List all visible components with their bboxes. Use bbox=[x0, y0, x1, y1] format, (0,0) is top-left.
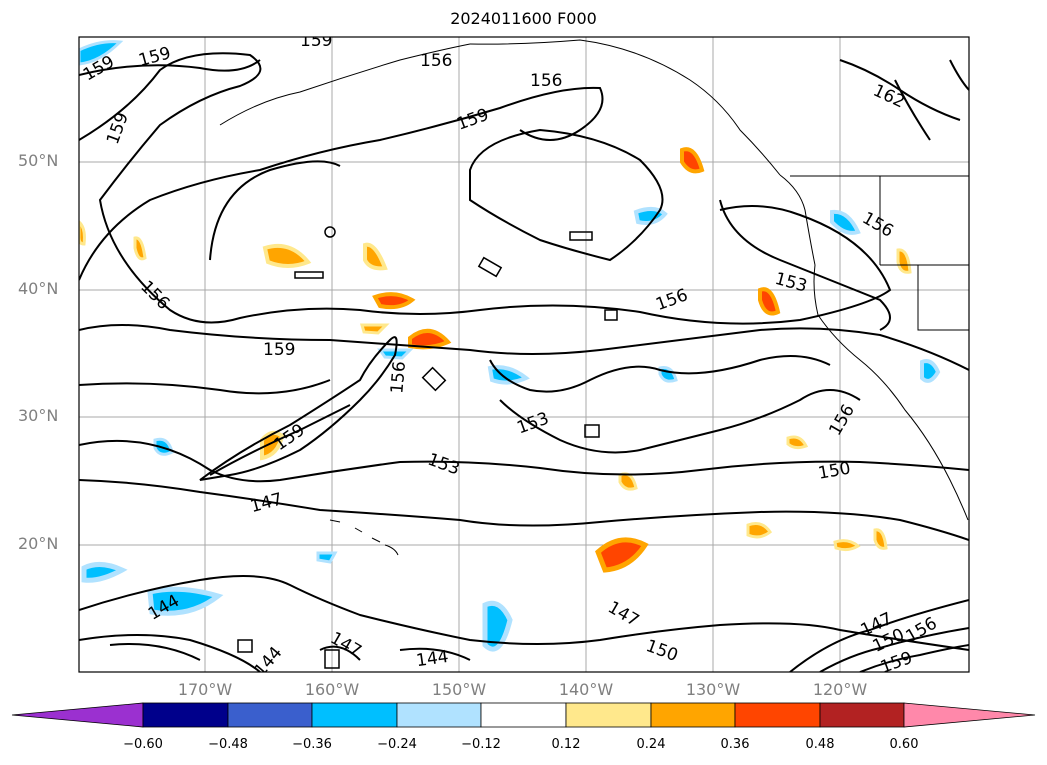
colorbar-tick: −0.60 bbox=[123, 737, 163, 752]
colorbar-tick: −0.48 bbox=[208, 737, 248, 752]
lat-label: 50°N bbox=[18, 151, 59, 170]
negative-blob bbox=[81, 562, 128, 583]
contour-label: 144 bbox=[415, 647, 450, 671]
colorbar-extend-low bbox=[11, 702, 144, 728]
colorbar-cell bbox=[650, 702, 736, 728]
positive-blob bbox=[873, 528, 888, 550]
lat-label: 40°N bbox=[18, 279, 59, 298]
colorbar-tick: 0.60 bbox=[889, 737, 919, 752]
negative-blob bbox=[316, 551, 338, 564]
colorbar bbox=[11, 702, 1036, 728]
colorbar-tick: 0.24 bbox=[636, 737, 666, 752]
contour-label: 156 bbox=[387, 360, 410, 394]
colorbar-cell bbox=[480, 702, 567, 728]
negative-blob bbox=[147, 586, 224, 616]
lat-label: 30°N bbox=[18, 406, 59, 425]
contour-label: 156 bbox=[530, 71, 562, 91]
positive-blob bbox=[262, 243, 312, 268]
plot-frame bbox=[78, 36, 970, 673]
positive-blob bbox=[595, 537, 649, 573]
colorbar-tick: 0.12 bbox=[551, 737, 581, 752]
positive-blob bbox=[680, 147, 705, 174]
lon-label: 170°W bbox=[177, 680, 233, 699]
negative-blob bbox=[79, 40, 124, 66]
positive-blob bbox=[896, 248, 912, 274]
colorbar-cell bbox=[227, 702, 313, 728]
alaska-coast bbox=[469, 39, 781, 176]
positive-blob bbox=[260, 430, 285, 461]
colorbar-extend-high bbox=[903, 702, 1036, 728]
contour-labels: 159 159 159 156 156 159 162 159 156 156 … bbox=[80, 31, 941, 672]
positive-blob bbox=[372, 292, 416, 310]
hawaii bbox=[329, 519, 399, 556]
colorbar-cell bbox=[819, 702, 905, 728]
colorbar-tick: 0.36 bbox=[720, 737, 750, 752]
lon-label: 160°W bbox=[304, 680, 360, 699]
coastlines bbox=[219, 39, 969, 556]
colorbar-cell bbox=[142, 702, 229, 728]
us-west-coast bbox=[813, 264, 969, 521]
positive-blob bbox=[133, 236, 147, 261]
contour-label: 159 bbox=[263, 340, 295, 360]
colorbar-cell bbox=[311, 702, 398, 728]
height-contours bbox=[79, 52, 969, 672]
positive-blob bbox=[758, 287, 781, 316]
colorbar-cell bbox=[396, 702, 482, 728]
colorbar-tick: −0.24 bbox=[377, 737, 417, 752]
lon-label: 150°W bbox=[431, 680, 487, 699]
negative-blob bbox=[920, 359, 941, 383]
colorbar-cell bbox=[734, 702, 821, 728]
positive-blob bbox=[833, 539, 861, 552]
contour-label: 159 bbox=[300, 31, 332, 51]
lon-label: 120°W bbox=[812, 680, 868, 699]
colorbar-tick: −0.12 bbox=[461, 737, 501, 752]
negative-blob bbox=[482, 600, 513, 652]
lat-label: 20°N bbox=[18, 534, 59, 553]
contour-label: 156 bbox=[420, 51, 452, 71]
graticule bbox=[79, 37, 969, 672]
colorbar-tick: 0.48 bbox=[805, 737, 835, 752]
positive-blob bbox=[363, 242, 388, 271]
lon-label: 130°W bbox=[685, 680, 741, 699]
colorbar-cell bbox=[565, 702, 652, 728]
state-border bbox=[790, 175, 969, 331]
positive-blob bbox=[786, 435, 809, 450]
small-contours bbox=[237, 226, 618, 669]
bc-coast bbox=[779, 174, 816, 266]
colorbar-tick: −0.36 bbox=[292, 737, 332, 752]
aleutian-coast bbox=[219, 43, 471, 126]
lon-label: 140°W bbox=[558, 680, 614, 699]
negative-blob bbox=[830, 209, 861, 235]
map-title: 2024011600 F000 bbox=[450, 9, 597, 28]
positive-blob bbox=[360, 323, 390, 335]
positive-blob bbox=[746, 522, 773, 539]
